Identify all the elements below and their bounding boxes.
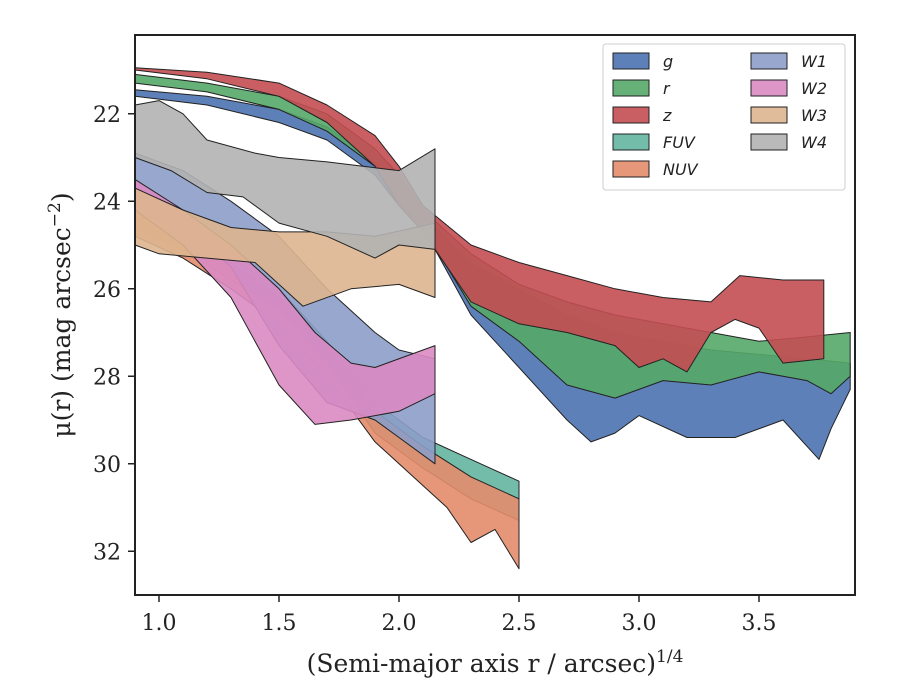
legend-label-g: g (663, 52, 673, 71)
y-tick-label: 32 (93, 540, 121, 565)
legend-label-w1: W1 (801, 52, 827, 71)
x-tick-label: 3.0 (622, 611, 657, 636)
y-tick-label: 28 (93, 365, 121, 390)
x-tick-label: 1.5 (262, 611, 297, 636)
ticks-layer: 1.0 1.5 2.0 2.5 3.0 3.5 22 24 26 28 30 32 (93, 103, 777, 636)
legend-label-nuv: NUV (663, 160, 699, 179)
y-tick-label: 30 (93, 453, 121, 478)
legend-label-fuv: FUV (663, 133, 696, 152)
legend: grz FUV NUV W1 W2 W3 W4 (602, 43, 846, 191)
legend-swatch-g (612, 52, 650, 70)
x-tick-label: 2.5 (502, 611, 537, 636)
legend-label-r: r (663, 79, 671, 98)
series-band-w4 (134, 100, 436, 259)
legend-swatch-z (612, 106, 650, 124)
legend-label-w3: W3 (801, 106, 827, 125)
legend-label-z: z (662, 106, 672, 125)
legend-label-w4: W4 (801, 133, 827, 152)
legend-swatch-r (612, 79, 650, 97)
x-tick-label: 1.0 (142, 611, 177, 636)
y-tick-label: 22 (93, 103, 121, 128)
plot-frame (134, 34, 856, 596)
y-tick-label: 24 (93, 190, 121, 215)
series-layer (134, 67, 851, 570)
x-axis-label: (Semi-major axis r / arcsec)1/4 (307, 647, 684, 678)
legend-swatch-w2 (750, 79, 788, 97)
legend-swatch-w3 (750, 106, 788, 124)
legend-swatch-w4 (750, 133, 788, 151)
x-tick-label: 3.5 (742, 611, 777, 636)
legend-swatch-nuv (612, 160, 650, 178)
legend-swatch-w1 (750, 52, 788, 70)
y-tick-label: 26 (93, 278, 121, 303)
legend-swatch-fuv (612, 133, 650, 151)
legend-label-w2: W2 (801, 79, 827, 98)
series-band-w3 (134, 187, 436, 307)
x-tick-label: 2.0 (382, 611, 417, 636)
y-axis-label: μ(r) (mag arcsec−2) (45, 192, 76, 437)
